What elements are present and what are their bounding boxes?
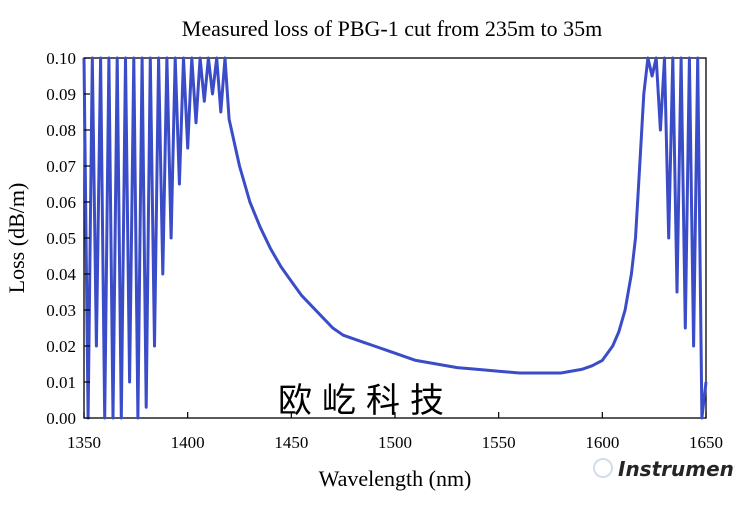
y-tick-label: 0.06 <box>46 193 76 212</box>
y-tick-label: 0.00 <box>46 409 76 428</box>
y-tick-label: 0.09 <box>46 85 76 104</box>
y-tick-label: 0.10 <box>46 49 76 68</box>
y-axis: 0.00 0.01 0.02 0.03 0.04 0.05 0.06 0.07 0.08 0.09… <box>46 49 90 428</box>
series-layer <box>82 56 708 420</box>
x-tick-label: 1600 <box>585 433 619 452</box>
series-line-0 <box>82 56 708 420</box>
watermark-logo-text: Instrument <box>618 457 735 481</box>
x-axis-label: Wavelength (nm) <box>319 466 472 491</box>
watermark-text: 欧屹科技 <box>278 381 454 421</box>
y-tick-label: 0.04 <box>46 265 76 284</box>
y-tick-label: 0.05 <box>46 229 76 248</box>
x-tick-label: 1400 <box>171 433 205 452</box>
y-tick-label: 0.03 <box>46 301 76 320</box>
watermark-logo-icon <box>593 458 613 478</box>
chart-title: Measured loss of PBG-1 cut from 235m to … <box>182 16 602 41</box>
x-axis: 1350 1400 1450 1500 1550 1600 1650 <box>67 412 723 452</box>
x-tick-label: 1550 <box>482 433 516 452</box>
x-tick-label: 1650 <box>689 433 723 452</box>
y-tick-label: 0.02 <box>46 337 76 356</box>
y-tick-label: 0.01 <box>46 373 76 392</box>
y-axis-label: Loss (dB/m) <box>4 183 29 294</box>
x-tick-label: 1500 <box>378 433 412 452</box>
x-tick-label: 1350 <box>67 433 101 452</box>
y-tick-label: 0.08 <box>46 121 76 140</box>
watermark-logo: Instrument <box>593 457 735 481</box>
x-tick-label: 1450 <box>274 433 308 452</box>
y-tick-label: 0.07 <box>46 157 76 176</box>
